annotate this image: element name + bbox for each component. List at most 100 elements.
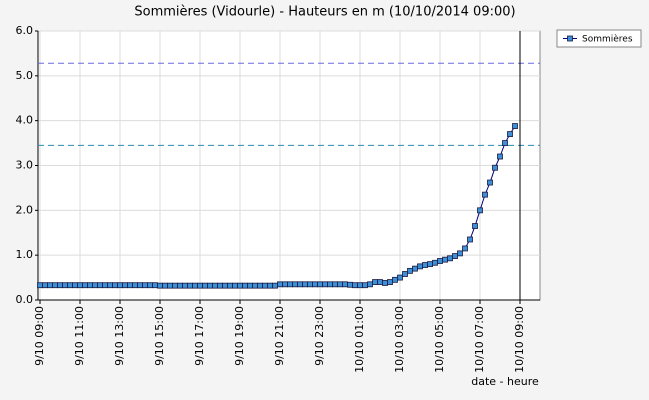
data-point	[442, 256, 448, 263]
data-point	[157, 282, 163, 289]
data-point	[467, 236, 473, 243]
data-point	[472, 223, 478, 229]
data-point	[487, 179, 493, 186]
legend-box	[556, 29, 642, 48]
data-point	[107, 282, 113, 289]
data-point	[132, 282, 138, 289]
data-point	[392, 276, 398, 283]
data-point	[212, 282, 218, 289]
y-tick-label: 4.0	[16, 114, 34, 127]
data-point	[292, 281, 298, 288]
data-point	[172, 282, 178, 289]
data-point	[362, 282, 368, 289]
x-axis-label: date - heure	[471, 375, 539, 388]
data-point	[317, 281, 323, 288]
y-tick-label: 0.0	[16, 293, 34, 306]
data-point	[137, 282, 143, 289]
x-tick-label: 9/10 15:00	[153, 306, 166, 366]
data-point	[197, 282, 203, 289]
data-point	[312, 281, 318, 288]
data-point	[287, 281, 293, 288]
chart-title: Sommières (Vidourle) - Hauteurs en m (10…	[134, 5, 515, 20]
x-tick-label: 10/10 05:00	[433, 306, 446, 373]
data-point	[412, 265, 418, 272]
data-point	[202, 282, 208, 289]
data-point	[297, 281, 303, 288]
data-point	[337, 281, 343, 288]
data-point	[272, 282, 278, 289]
data-point	[217, 282, 223, 289]
data-point	[387, 279, 393, 285]
data-point	[357, 282, 363, 289]
legend-marker	[567, 35, 573, 42]
data-point	[252, 282, 258, 289]
data-point	[352, 282, 358, 289]
x-tick-label: 9/10 11:00	[73, 306, 86, 366]
y-tick-label: 1.0	[16, 248, 34, 261]
data-point	[512, 123, 518, 129]
data-point	[67, 282, 73, 289]
data-point	[267, 282, 273, 289]
data-point	[377, 279, 383, 285]
x-tick-label: 10/10 07:00	[473, 306, 486, 373]
data-point	[227, 282, 233, 289]
data-point	[332, 281, 338, 288]
data-point	[77, 282, 83, 289]
data-point	[382, 280, 388, 286]
data-point	[232, 282, 238, 289]
data-point	[147, 282, 153, 289]
data-point	[152, 282, 158, 289]
x-tick-label: 9/10 23:00	[313, 306, 326, 366]
data-point	[62, 282, 68, 289]
x-tick-label: 9/10 19:00	[233, 306, 246, 366]
data-point	[112, 282, 118, 289]
data-point	[302, 281, 308, 288]
data-point	[162, 282, 168, 289]
data-point	[117, 282, 123, 289]
data-point	[37, 282, 43, 289]
data-point	[177, 282, 183, 289]
data-point	[222, 282, 228, 289]
data-point	[187, 282, 193, 289]
y-tick-label: 2.0	[16, 203, 34, 216]
x-tick-label: 9/10 13:00	[113, 306, 126, 366]
data-point	[422, 262, 428, 268]
data-point	[102, 282, 108, 289]
data-point	[457, 250, 463, 257]
data-point	[402, 271, 408, 277]
data-point	[372, 279, 378, 285]
x-tick-label: 9/10 21:00	[273, 306, 286, 366]
y-tick-label: 5.0	[16, 69, 34, 82]
data-point	[507, 131, 513, 138]
y-tick-label: 3.0	[16, 159, 34, 172]
data-point	[47, 282, 53, 289]
data-point	[192, 282, 198, 289]
data-point	[432, 259, 438, 266]
data-point	[482, 191, 488, 198]
data-point	[477, 207, 483, 214]
data-point	[182, 282, 188, 289]
x-tick-label: 10/10 01:00	[353, 306, 366, 373]
data-point	[42, 282, 48, 289]
data-point	[72, 282, 78, 289]
data-point	[417, 263, 423, 270]
data-point	[142, 282, 148, 289]
data-point	[282, 281, 288, 288]
data-point	[97, 282, 103, 289]
data-point	[92, 282, 98, 289]
data-point	[407, 267, 413, 274]
data-point	[427, 261, 433, 268]
data-point	[57, 282, 63, 289]
data-point	[127, 282, 133, 289]
data-point	[497, 153, 503, 160]
x-tick-label: 10/10 03:00	[393, 306, 406, 373]
data-point	[207, 282, 213, 289]
data-point	[52, 282, 58, 289]
data-point	[492, 164, 498, 171]
data-point	[82, 282, 88, 289]
data-point	[462, 245, 468, 252]
data-point	[502, 140, 508, 146]
data-point	[122, 282, 128, 289]
y-tick-label: 6.0	[16, 24, 34, 37]
